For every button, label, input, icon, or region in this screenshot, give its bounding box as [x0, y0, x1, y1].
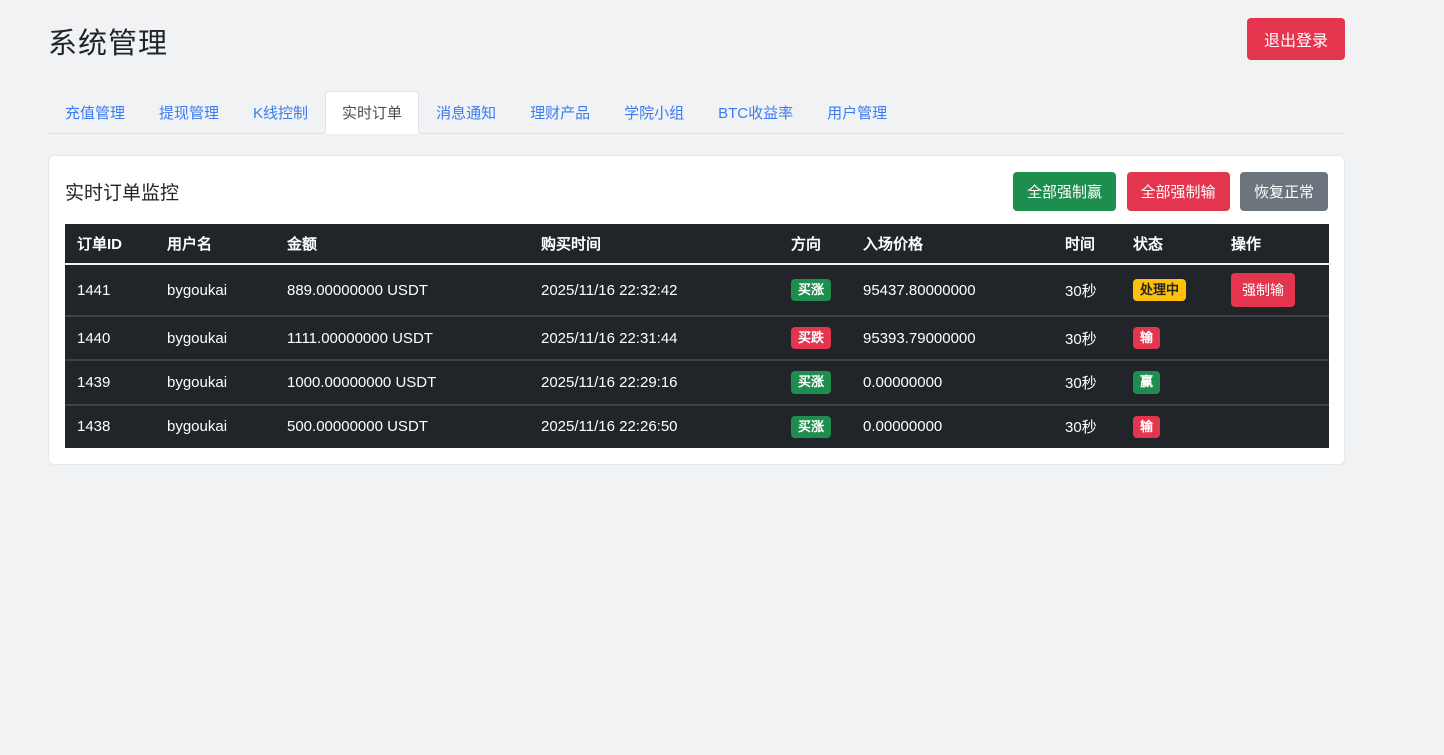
username-cell: bygoukai	[155, 314, 275, 361]
operation-cell	[1219, 403, 1329, 448]
logout-button[interactable]: 退出登录	[1246, 18, 1345, 60]
column-header-entry-price: 入场价格	[851, 224, 1053, 265]
amount-cell: 1000.00000000 USDT	[275, 359, 529, 405]
tab-realtime-orders[interactable]: 实时订单	[325, 91, 420, 134]
tab-recharge-management[interactable]: 充值管理	[65, 105, 126, 122]
realtime-orders-panel: 实时订单监控 全部强制赢 全部强制输 恢复正常 订单ID 用户名 金额 购买时间…	[48, 155, 1345, 465]
buy-time-cell: 2025/11/16 22:31:44	[529, 314, 779, 361]
amount-cell: 1111.00000000 USDT	[275, 314, 529, 361]
column-header-buy-time: 购买时间	[529, 224, 779, 265]
orders-table: 订单ID 用户名 金额 购买时间 方向 入场价格 时间 状态 操作 1441 b…	[65, 224, 1329, 448]
tab-wealth-products[interactable]: 理财产品	[530, 105, 591, 122]
table-row: 1440 bygoukai 1111.00000000 USDT 2025/11…	[65, 314, 1329, 361]
tab-bar: 充值管理 提现管理 K线控制 实时订单 消息通知 理财产品 学院小组 BTC收益…	[48, 91, 1345, 134]
column-header-direction: 方向	[779, 224, 851, 265]
buy-time-cell: 2025/11/16 22:29:16	[529, 359, 779, 405]
table-row: 1441 bygoukai 889.00000000 USDT 2025/11/…	[65, 264, 1329, 316]
panel-title: 实时订单监控	[65, 183, 180, 204]
column-header-status: 状态	[1121, 224, 1219, 265]
column-header-order-id: 订单ID	[65, 224, 155, 265]
direction-cell: 买涨	[779, 264, 851, 316]
status-cell: 输	[1121, 403, 1219, 448]
username-cell: bygoukai	[167, 281, 228, 299]
username-cell: bygoukai	[155, 359, 275, 405]
panel-actions: 全部强制赢 全部强制输 恢复正常	[1007, 172, 1328, 211]
panel-header: 实时订单监控 全部强制赢 全部强制输 恢复正常	[65, 172, 1328, 211]
table-header-row: 订单ID 用户名 金额 购买时间 方向 入场价格 时间 状态 操作	[65, 224, 1329, 265]
amount-cell: 500.00000000 USDT	[275, 403, 529, 448]
tab-btc-yield-rate[interactable]: BTC收益率	[718, 105, 794, 122]
direction-cell: 买跌	[779, 314, 851, 361]
status-win-badge: 赢	[1133, 371, 1161, 394]
entry-price-cell: 0.00000000	[851, 403, 1053, 448]
table-row: 1438 bygoukai 500.00000000 USDT 2025/11/…	[65, 403, 1329, 448]
operation-cell	[1219, 359, 1329, 405]
top-bar: 系统管理 退出登录	[48, 0, 1345, 62]
column-header-operation: 操作	[1219, 224, 1329, 265]
duration-cell: 30秒	[1065, 282, 1097, 300]
column-header-amount: 金额	[275, 224, 529, 265]
column-header-username: 用户名	[155, 224, 275, 265]
restore-normal-button[interactable]: 恢复正常	[1239, 172, 1328, 211]
order-id-cell: 1438	[65, 403, 155, 448]
entry-price-cell: 0.00000000	[851, 359, 1053, 405]
duration-cell: 30秒	[1053, 403, 1121, 448]
direction-up-badge: 买涨	[791, 278, 832, 302]
status-processing-badge: 处理中	[1133, 278, 1187, 302]
direction-down-badge: 买跌	[791, 327, 832, 350]
status-cell: 处理中	[1121, 264, 1219, 316]
order-id-cell: 1440	[65, 314, 155, 361]
direction-cell: 买涨	[779, 403, 851, 448]
force-win-all-button[interactable]: 全部强制赢	[1013, 172, 1117, 211]
tab-kline-control[interactable]: K线控制	[253, 105, 309, 122]
order-id-cell: 1439	[65, 359, 155, 405]
duration-cell: 30秒	[1053, 359, 1121, 405]
status-cell: 输	[1121, 314, 1219, 361]
force-lose-button[interactable]: 强制输	[1231, 273, 1295, 307]
amount-cell: 889.00000000 USDT	[287, 281, 428, 299]
force-lose-all-button[interactable]: 全部强制输	[1126, 172, 1230, 211]
operation-cell: 强制输	[1219, 264, 1329, 316]
tab-message-notifications[interactable]: 消息通知	[436, 105, 497, 122]
tab-academy-groups[interactable]: 学院小组	[624, 105, 685, 122]
status-lose-badge: 输	[1133, 327, 1161, 350]
direction-up-badge: 买涨	[791, 371, 832, 394]
page-title: 系统管理	[48, 28, 169, 60]
order-id-cell: 1441	[77, 281, 111, 299]
duration-cell: 30秒	[1053, 314, 1121, 361]
buy-time-cell: 2025/11/16 22:32:42	[541, 281, 678, 299]
direction-cell: 买涨	[779, 359, 851, 405]
status-cell: 赢	[1121, 359, 1219, 405]
tab-withdrawal-management[interactable]: 提现管理	[159, 105, 220, 122]
buy-time-cell: 2025/11/16 22:26:50	[529, 403, 779, 448]
tab-user-management[interactable]: 用户管理	[827, 105, 888, 122]
status-lose-badge: 输	[1133, 415, 1161, 438]
column-header-duration: 时间	[1053, 224, 1121, 265]
entry-price-cell: 95393.79000000	[851, 314, 1053, 361]
table-row: 1439 bygoukai 1000.00000000 USDT 2025/11…	[65, 359, 1329, 405]
username-cell: bygoukai	[155, 403, 275, 448]
direction-up-badge: 买涨	[791, 415, 832, 438]
entry-price-cell: 95437.80000000	[863, 281, 976, 299]
main-container: 系统管理 退出登录 充值管理 提现管理 K线控制 实时订单 消息通知 理财产品 …	[48, 0, 1345, 465]
operation-cell	[1219, 314, 1329, 361]
